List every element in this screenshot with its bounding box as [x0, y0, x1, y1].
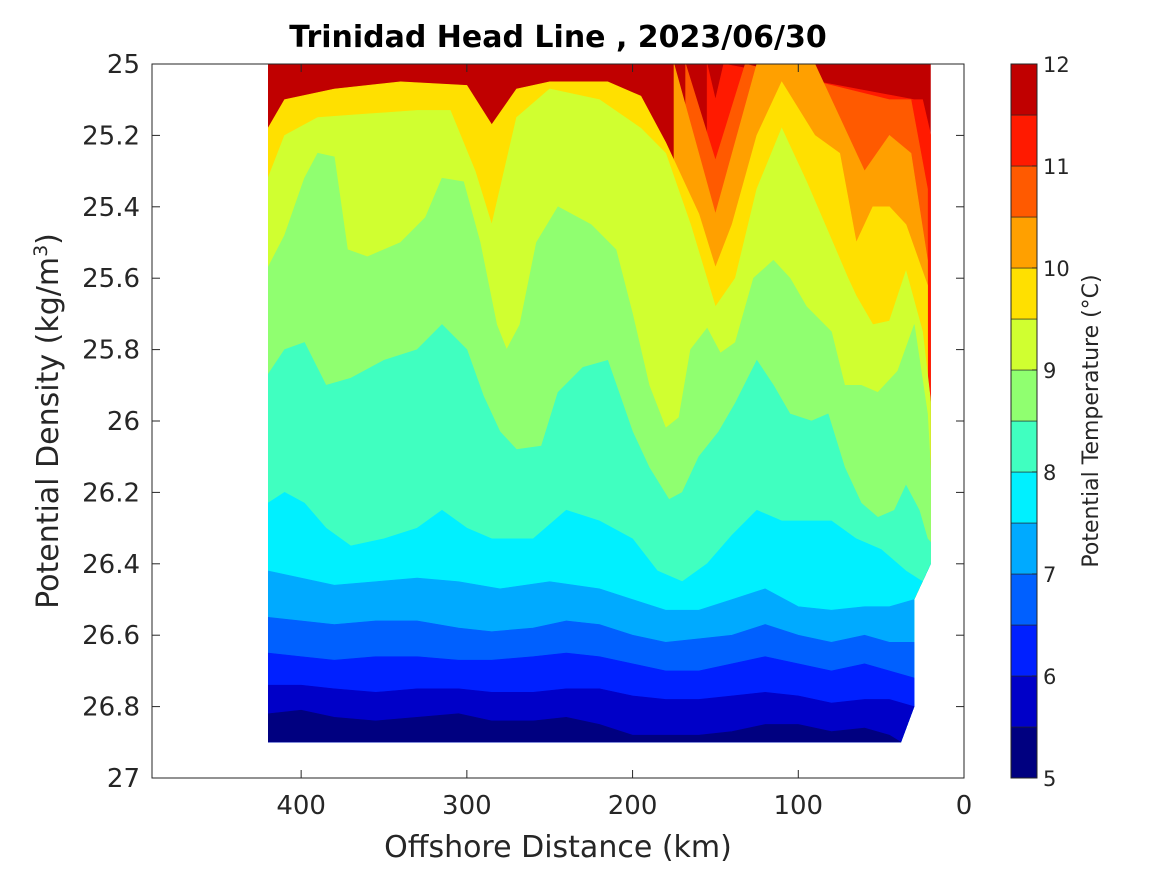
- x-tick-label: 400: [276, 791, 326, 821]
- y-tick-label: 25: [107, 50, 140, 80]
- y-tick-label: 26.6: [82, 621, 140, 651]
- colorbar-tick-label: 8: [1043, 461, 1056, 485]
- colorbar-tick-label: 6: [1043, 665, 1056, 689]
- colorbar-tick-label: 5: [1043, 767, 1056, 791]
- x-axis: 400 300 200 100 0: [276, 64, 972, 821]
- colorbar-tick-label: 7: [1043, 563, 1056, 587]
- colorbar-frame: [1010, 63, 1038, 779]
- x-tick-label: 0: [956, 791, 973, 821]
- y-tick-label: 26.4: [82, 550, 140, 580]
- y-tick-label: 27: [107, 764, 140, 794]
- colorbar-segment: [1010, 267, 1038, 320]
- colorbar-segment: [1010, 318, 1038, 371]
- y-tick-label: 25.8: [82, 336, 140, 366]
- x-tick-label: 100: [773, 791, 823, 821]
- colorbar-segment: [1010, 726, 1038, 779]
- chart-title: Trinidad Head Line , 2023/06/30: [289, 20, 826, 55]
- colorbar-segment: [1010, 114, 1038, 167]
- colorbar-tick-label: 10: [1043, 257, 1070, 281]
- colorbar-tick-label: 9: [1043, 359, 1056, 383]
- colorbar-label: Potential Temperature (°C): [1079, 274, 1104, 567]
- colorbar: [1010, 63, 1038, 779]
- y-tick-label: 25.6: [82, 264, 140, 294]
- colorbar-segment: [1010, 471, 1038, 524]
- y-tick-label: 25.2: [82, 121, 140, 151]
- colorbar-segment: [1010, 522, 1038, 575]
- y-tick-label: 26.2: [82, 478, 140, 508]
- y-axis-label-superscript: 3: [30, 245, 52, 257]
- y-axis-label-main: Potential Density (kg/m: [31, 257, 66, 609]
- colorbar-segment: [1010, 675, 1038, 728]
- y-tick-label: 25.4: [82, 193, 140, 223]
- y-axis-label: Potential Density (kg/m3): [30, 233, 66, 609]
- y-tick-label: 26: [107, 407, 140, 437]
- x-axis-label: Offshore Distance (km): [384, 830, 732, 865]
- x-tick-label: 200: [608, 791, 658, 821]
- colorbar-segment: [1010, 369, 1038, 422]
- colorbar-tick-label: 11: [1043, 155, 1070, 179]
- colorbar-segment: [1010, 573, 1038, 626]
- colorbar-tick-label: 12: [1043, 53, 1070, 77]
- x-tick-label: 300: [442, 791, 492, 821]
- colorbar-ticks: 5 6 7 8 9 10 11 12: [1032, 53, 1070, 791]
- filled-contours: [268, 64, 931, 743]
- y-axis-label-close: ): [31, 233, 66, 245]
- contour-band-5.5: [268, 709, 902, 743]
- colorbar-segment: [1010, 420, 1038, 473]
- y-axis: 25 25.2 25.4 25.6 25.8 26 26.2 26.4 26.6 26.8 27: [82, 50, 964, 794]
- y-tick-label: 26.8: [82, 693, 140, 723]
- colorbar-segment: [1010, 624, 1038, 677]
- colorbar-segment: [1010, 216, 1038, 269]
- colorbar-segment: [1010, 165, 1038, 218]
- colorbar-segment: [1010, 63, 1038, 116]
